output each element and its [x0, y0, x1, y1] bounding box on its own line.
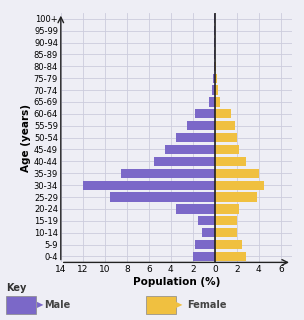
Bar [110, 192, 215, 202]
Bar [215, 157, 246, 166]
Bar [214, 38, 215, 47]
Bar [121, 169, 215, 178]
Bar [209, 97, 215, 107]
Bar [193, 252, 215, 261]
Bar [187, 121, 215, 130]
Bar [215, 216, 237, 225]
Bar [215, 97, 220, 107]
Bar [215, 204, 239, 213]
Bar [215, 180, 264, 190]
Bar [176, 133, 215, 142]
Bar [154, 157, 215, 166]
Bar [215, 133, 237, 142]
Bar [212, 85, 215, 95]
Bar [215, 74, 217, 83]
Text: Key: Key [6, 283, 26, 293]
Text: Female: Female [187, 300, 226, 310]
Bar [214, 26, 215, 35]
Bar [215, 145, 239, 154]
Bar [215, 121, 235, 130]
Bar [215, 109, 231, 118]
Text: Male: Male [44, 300, 70, 310]
Text: ▶: ▶ [36, 300, 43, 309]
Bar [202, 228, 215, 237]
Bar [214, 14, 215, 23]
Text: ▶: ▶ [176, 300, 183, 309]
Bar [198, 216, 215, 225]
Bar [215, 192, 257, 202]
Bar [215, 62, 216, 71]
Bar [215, 240, 242, 249]
Bar [165, 145, 215, 154]
X-axis label: Population (%): Population (%) [133, 277, 220, 287]
Bar [215, 169, 259, 178]
Bar [195, 109, 215, 118]
Bar [212, 74, 215, 83]
Y-axis label: Age (years): Age (years) [21, 104, 31, 172]
Bar [215, 85, 218, 95]
Bar [195, 240, 215, 249]
Bar [215, 252, 246, 261]
Bar [214, 62, 215, 71]
Bar [215, 228, 237, 237]
Bar [176, 204, 215, 213]
Bar [83, 180, 215, 190]
Bar [214, 50, 215, 59]
